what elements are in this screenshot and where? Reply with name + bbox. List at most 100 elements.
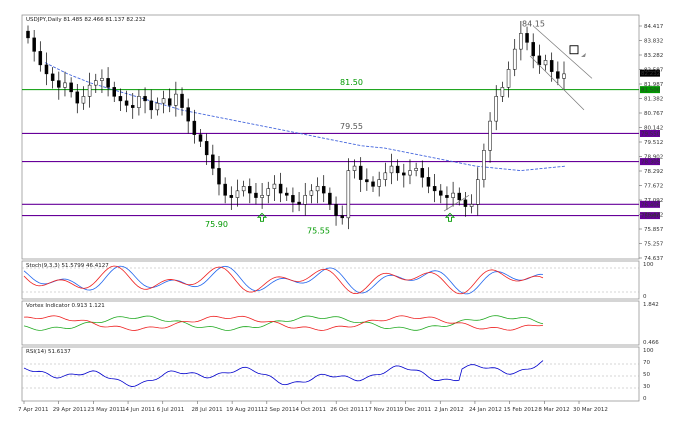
candle-body (334, 204, 338, 216)
pane-tick-label: 1.842 (643, 302, 659, 308)
candle-body (272, 183, 277, 189)
candle-body (321, 186, 326, 194)
pane-tick-label: 100 (643, 262, 654, 268)
candle-body (180, 93, 184, 108)
candle-body (556, 71, 560, 79)
candle-body (75, 91, 80, 104)
level-annotation: 81.50 (340, 78, 363, 87)
candle-body (352, 165, 357, 171)
candle-body (235, 190, 240, 198)
pane-tick-label: 0.466 (643, 340, 659, 346)
level-tag-label: 81.500 (641, 88, 661, 94)
x-tick-label: 23 May 2011 (87, 407, 123, 413)
candle-body (439, 190, 443, 196)
candle-body (285, 192, 289, 196)
candle-body (26, 30, 30, 39)
arrow-up-marker (256, 212, 268, 222)
main-pane (21, 14, 640, 260)
candle-body (38, 51, 43, 66)
candle-body (519, 33, 523, 50)
candle-body (512, 48, 517, 70)
level-tag-label: 79.550 (641, 131, 661, 137)
candle-body (112, 87, 117, 97)
rsi-header: RSI(14) 51.6137 (26, 349, 71, 355)
candle-body (278, 183, 283, 194)
x-tick-label: 19 Aug 2011 (226, 407, 261, 413)
candle-body (506, 69, 511, 88)
candle-body (457, 192, 462, 201)
candle-body (81, 96, 86, 104)
y-tick-label: 81.987 (644, 82, 664, 88)
candle-body (377, 179, 381, 187)
projection-arrow (581, 53, 586, 57)
candle-body (414, 168, 418, 171)
pane-tick-label: 50 (643, 372, 650, 378)
level-tag-bg (640, 129, 660, 137)
y-tick-label: 80.767 (644, 111, 664, 117)
candle-body (309, 190, 314, 196)
y-tick-label: 84.417 (644, 24, 664, 30)
pane-tick-label: 30 (643, 384, 650, 390)
level-tag-bg (640, 86, 660, 94)
stoch-header: Stoch(9,3,3) 51.5799 46.4127 (26, 263, 109, 269)
candle-body (254, 192, 258, 198)
vortex-plot: 1.842 0.466 (23, 302, 659, 346)
sma-line (44, 62, 567, 172)
candle-body (395, 165, 400, 174)
candle-body (100, 78, 104, 81)
candle-body (531, 42, 535, 57)
candle-body (124, 100, 129, 106)
candle-body (340, 215, 344, 219)
candle-body (248, 186, 252, 194)
candle-body (229, 195, 234, 198)
y-tick-label: 75.857 (644, 227, 664, 233)
candle-body (562, 73, 566, 79)
x-tick-label: 29 Apr 2011 (53, 407, 87, 413)
indicator-line (23, 265, 544, 295)
candle-body (297, 201, 301, 205)
y-tick-label: 83.282 (644, 53, 663, 59)
candle-body (365, 179, 369, 183)
candle-body (451, 192, 455, 198)
candle-body (50, 73, 55, 81)
candle-body (94, 80, 98, 86)
pane-tick-label: 0 (643, 294, 647, 300)
y-tick-label: 80.142 (644, 126, 663, 132)
candle-body (155, 102, 160, 111)
arrow-up-marker (444, 212, 456, 222)
candle-body (488, 120, 492, 151)
level-tag-label: 76.406 (641, 202, 661, 208)
candle-body (408, 170, 412, 176)
y-tick-label: 75.257 (644, 242, 664, 248)
stoch-pane (21, 260, 640, 300)
candle-body (161, 98, 166, 104)
candle-body (217, 168, 221, 185)
candle-body (420, 168, 425, 178)
x-tick-label: 24 Jan 2012 (469, 407, 502, 413)
x-tick-label: 17 Nov 2011 (365, 407, 400, 413)
x-tick-label: 8 Mar 2012 (538, 407, 569, 413)
x-tick-label: 14 Jun 2011 (122, 407, 155, 413)
candle-body (500, 87, 505, 97)
candle-body (543, 60, 548, 66)
x-tick-label: 4 Oct 2011 (296, 407, 327, 413)
level-annotation: 79.55 (340, 122, 363, 131)
y-tick-label: 77.672 (644, 184, 663, 190)
candle-body (87, 84, 92, 97)
indicator-line (23, 265, 544, 295)
candle-body (211, 154, 215, 169)
vortex-header: Vortex Indicator 0.913 1.121 (26, 303, 105, 309)
candle-body (137, 96, 141, 108)
candle-body (266, 188, 271, 196)
candle-body (223, 183, 227, 196)
candle-body (482, 150, 486, 180)
support-trendline (443, 195, 470, 212)
level-tag-bg (640, 200, 660, 208)
candle-body (358, 165, 363, 180)
level-tag-bg (640, 158, 660, 166)
candle-body (475, 179, 480, 205)
candle-body (118, 96, 123, 102)
indicator-line (23, 360, 544, 387)
current-price-label: 82.232 (641, 71, 660, 77)
candle-body (32, 37, 36, 52)
